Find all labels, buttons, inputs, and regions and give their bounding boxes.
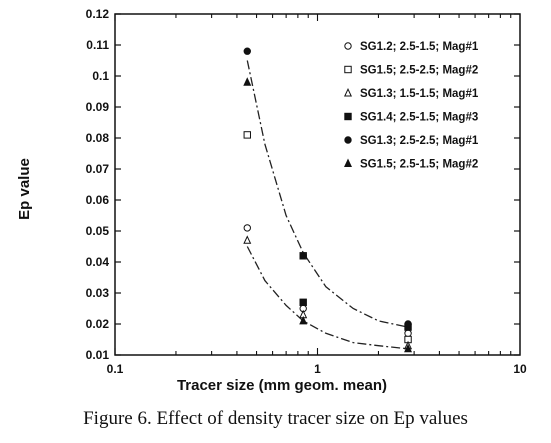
y-axis-label: Ep value	[16, 158, 33, 220]
legend-label-5: SG1.3; 2.5-2.5; Mag#1	[360, 135, 479, 147]
fit-curve-1	[246, 60, 409, 328]
y-tick-label: 0.04	[86, 255, 110, 269]
x-tick-label: 1	[314, 362, 321, 376]
legend-label-6: SG1.5; 2.5-1.5; Mag#2	[360, 159, 478, 171]
y-tick-label: 0.1	[92, 69, 109, 83]
y-tick-label: 0.12	[86, 7, 110, 21]
legend-marker-1	[344, 42, 352, 50]
y-tick-label: 0.07	[86, 162, 110, 176]
data-point-s6	[404, 343, 413, 353]
data-point-s5	[404, 320, 412, 328]
legend-label-3: SG1.3; 1.5-1.5; Mag#1	[360, 88, 479, 100]
x-axis-label: Tracer size (mm geom. mean)	[177, 377, 387, 394]
legend-label-1: SG1.2; 2.5-1.5; Mag#1	[360, 41, 479, 53]
y-tick-label: 0.02	[86, 317, 110, 331]
data-point-s6	[299, 315, 308, 325]
data-point-s1	[404, 329, 412, 337]
legend-marker-2	[344, 65, 352, 74]
legend-marker-3	[344, 88, 352, 97]
data-point-s4	[299, 298, 307, 307]
legend-marker-6	[344, 158, 352, 167]
legend-label-2: SG1.5; 2.5-2.5; Mag#2	[360, 65, 478, 77]
y-tick-label: 0.05	[86, 224, 110, 238]
y-tick-label: 0.11	[86, 38, 109, 52]
data-point-s6	[243, 77, 252, 86]
x-tick-label: 10	[513, 362, 527, 376]
legend-label-4: SG1.4; 2.5-1.5; Mag#3	[360, 112, 478, 124]
y-tick-label: 0.08	[86, 131, 110, 145]
y-tick-label: 0.06	[86, 193, 110, 207]
data-point-s2	[243, 131, 251, 139]
fit-curve-2	[246, 246, 409, 350]
legend-marker-4	[344, 112, 352, 121]
x-tick-label: 0.1	[107, 362, 124, 376]
figure-caption: Figure 6. Effect of density tracer size …	[83, 408, 468, 429]
y-tick-label: 0.03	[86, 286, 110, 300]
y-tick-label: 0.09	[86, 100, 110, 114]
y-tick-label: 0.01	[86, 348, 110, 362]
legend-marker-5	[344, 136, 352, 144]
data-point-s5	[299, 252, 307, 260]
data-point-s3	[243, 235, 252, 244]
data-point-s1	[243, 224, 251, 232]
ep-chart: 0.01 0.02 0.03 0.04 0.05 0.06 0.07 0.08 0.09 0.1 0…	[16, 7, 527, 394]
data-point-s5	[243, 47, 251, 55]
